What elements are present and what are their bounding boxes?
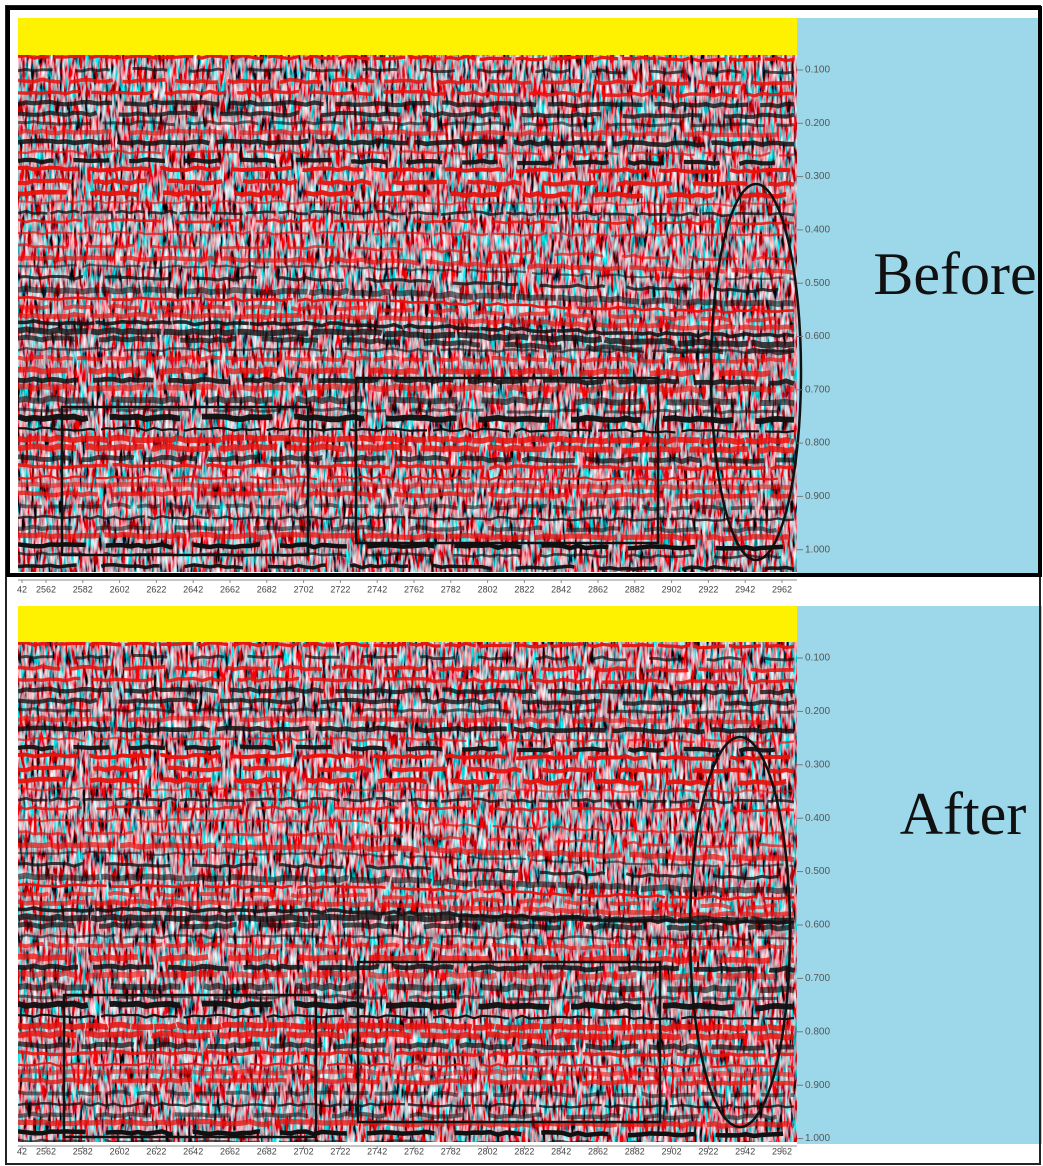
trace-label: 2942: [735, 584, 755, 594]
trace-label: 2682: [257, 584, 277, 594]
time-label: 0.700: [805, 973, 830, 984]
trace-label: 2842: [551, 1146, 571, 1156]
trace-label: 2582: [73, 1146, 93, 1156]
trace-label: 2662: [220, 1146, 240, 1156]
trace-label: 2862: [588, 1146, 608, 1156]
reflector: [18, 728, 794, 733]
trace-label: 2722: [330, 584, 350, 594]
trace-label: 2662: [220, 584, 240, 594]
trace-label: 2882: [625, 1146, 645, 1156]
trace-label: 2762: [404, 584, 424, 594]
trace-label: 2942: [735, 1146, 755, 1156]
trace-label: 2902: [662, 584, 682, 594]
trace-label: 42: [17, 584, 27, 594]
trace-label: 2822: [514, 1146, 534, 1156]
time-label: 0.600: [805, 331, 830, 342]
time-label: 0.800: [805, 438, 830, 449]
time-label: 0.400: [805, 225, 830, 236]
trace-label: 2642: [183, 1146, 203, 1156]
reflector: [18, 438, 794, 443]
time-label: 0.300: [805, 171, 830, 182]
trace-label: 2742: [367, 584, 387, 594]
time-label: 0.900: [805, 1080, 830, 1091]
time-label: 0.400: [805, 813, 830, 824]
trace-label: 2782: [441, 584, 461, 594]
trace-label: 2802: [478, 1146, 498, 1156]
trace-label: 2562: [36, 1146, 56, 1156]
trace-label: 2682: [257, 1146, 277, 1156]
time-label: 0.300: [805, 759, 830, 770]
trace-label: 2622: [146, 1146, 166, 1156]
trace-label: 2602: [110, 1146, 130, 1156]
trace-label: 2962: [772, 584, 792, 594]
side-panel: [797, 606, 1042, 1144]
trace-label: 2842: [551, 584, 571, 594]
trace-label: 2762: [404, 1146, 424, 1156]
trace-label: 2702: [294, 584, 314, 594]
trace-label: 2642: [183, 584, 203, 594]
time-label: 1.000: [805, 544, 830, 555]
header-band: [18, 606, 797, 642]
reflector: [18, 141, 794, 146]
trace-label: 2922: [698, 584, 718, 594]
time-label: 0.100: [805, 653, 830, 664]
time-label: 0.800: [805, 1026, 830, 1037]
trace-label: 2862: [588, 584, 608, 594]
time-label: 0.100: [805, 65, 830, 76]
trace-label: 2722: [330, 1146, 350, 1156]
seismic-section: [18, 18, 797, 572]
trace-label: 2802: [478, 584, 498, 594]
trace-label: 2822: [514, 584, 534, 594]
time-label: 0.900: [805, 491, 830, 502]
trace-label: 2782: [441, 1146, 461, 1156]
time-label: 0.500: [805, 278, 830, 289]
time-label: 0.600: [805, 920, 830, 931]
trace-label: 2562: [36, 584, 56, 594]
trace-label: 2702: [294, 1146, 314, 1156]
time-label: 0.500: [805, 866, 830, 877]
time-label: 1.000: [805, 1133, 830, 1144]
trace-label: 42: [17, 1146, 27, 1156]
seismic-section: [18, 606, 797, 1145]
panel-label: After: [900, 781, 1027, 847]
figure: Before After 0.100 0.200 0.300 0.400 0.500 0.…: [0, 0, 1043, 1166]
trace-label: 2882: [625, 584, 645, 594]
trace-label: 2602: [110, 584, 130, 594]
trace-label: 2922: [698, 1146, 718, 1156]
trace-label: 2582: [73, 584, 93, 594]
reflector: [18, 1025, 794, 1030]
trace-label: 2962: [772, 1146, 792, 1156]
trace-label: 2902: [662, 1146, 682, 1156]
trace-label: 2742: [367, 1146, 387, 1156]
trace-label: 2622: [146, 584, 166, 594]
time-label: 0.700: [805, 384, 830, 395]
time-label: 0.200: [805, 706, 830, 717]
time-label: 0.200: [805, 118, 830, 129]
panel-label: Before: [873, 241, 1036, 307]
header-band: [18, 18, 797, 55]
